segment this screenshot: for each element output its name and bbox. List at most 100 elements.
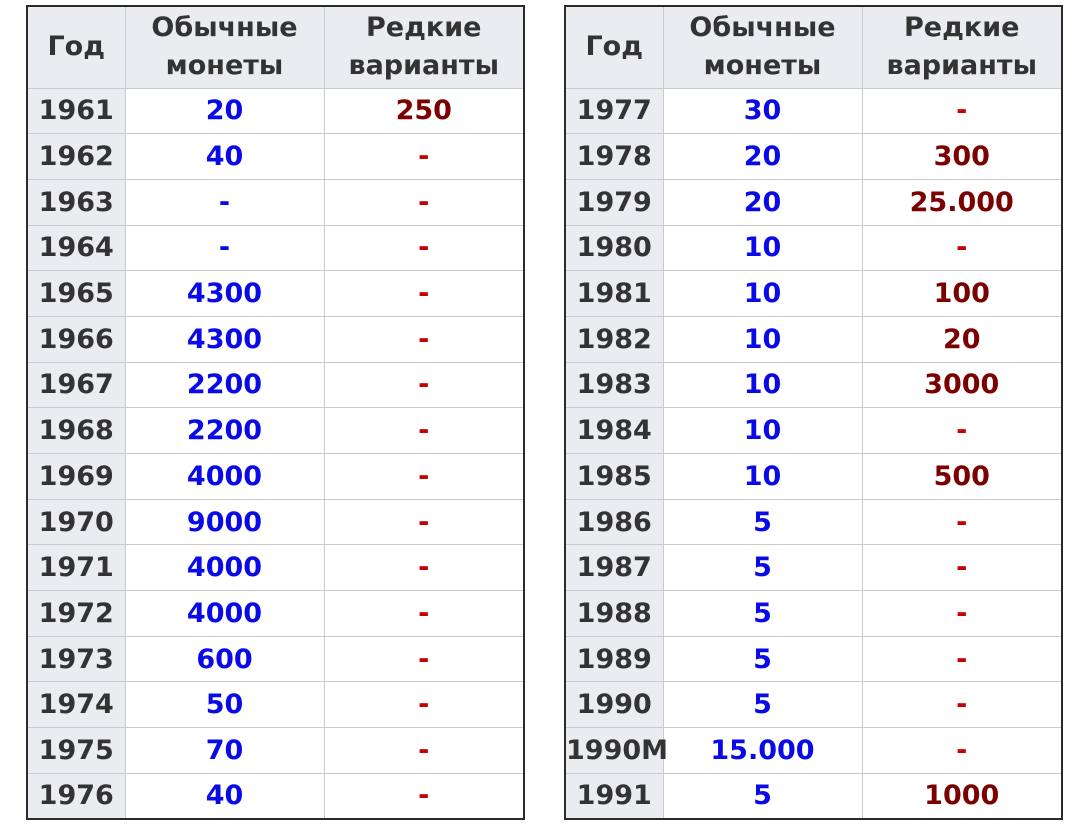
rare-variants-cell: - [323,727,525,774]
rare-variants-cell: - [323,361,525,409]
common-coins-cell: 15.000 [662,727,863,774]
common-coins-cell: 30 [662,87,863,135]
year-cell: 1972 [26,590,126,637]
rare-variants-cell: - [323,635,525,683]
rare-variants-cell: 1000 [861,772,1063,820]
rare-variants-cell: - [323,498,525,546]
table-row: 1980 10- [564,224,1063,272]
rare-variants-cell: 3000 [861,361,1063,409]
rare-variants-cell: 25.000 [861,178,1063,226]
table-row: 1977 30- [564,87,1063,135]
common-coins-cell: 4300 [124,315,325,363]
year-cell: 1991 [564,772,664,820]
rare-variants-cell: - [861,224,1063,272]
table-row: 1979 20 25.000 [564,178,1063,226]
year-cell: 1965 [26,270,126,317]
rare-variants-cell: - [861,681,1063,729]
table-row: 1988 5- [564,590,1063,637]
table-row: 1989 5- [564,635,1063,683]
year-cell: 1983 [564,361,664,409]
common-coins-cell: 40 [124,772,325,820]
year-cell: 1980 [564,224,664,272]
rare-variants-cell: - [323,772,525,820]
common-coins-cell: 5 [662,635,863,683]
rare-variants-cell: - [861,498,1063,546]
table-row: 1966 4300- [26,315,525,363]
common-coins-cell: 5 [662,498,863,546]
rare-variants-cell: - [861,407,1063,454]
rare-variants-cell: - [323,453,525,500]
common-coins-cell: 10 [662,315,863,363]
rare-variants-cell: - [861,635,1063,683]
table-row: 1984 10- [564,407,1063,454]
common-coins-cell: 5 [662,590,863,637]
rare-variants-cell: - [323,407,525,454]
table-row: 1965 4300- [26,270,525,317]
common-coins-cell: 50 [124,681,325,729]
table-row: 1971 4000- [26,544,525,592]
year-cell: 1973 [26,635,126,683]
common-coins-cell: 20 [662,133,863,180]
rare-variants-cell: - [323,544,525,592]
rare-variants-cell: - [323,315,525,363]
rare-variants-cell: - [323,224,525,272]
rare-variants-cell: - [861,727,1063,774]
table-row: 1962 40- [26,133,525,180]
year-cell: 1961 [26,87,126,135]
common-coins-cell: 4300 [124,270,325,317]
common-coins-header: Обычные монеты [662,5,863,89]
year-cell: 1964 [26,224,126,272]
rare-variants-cell: - [861,87,1063,135]
rare-variants-header: Редкие варианты [323,5,525,89]
table-row: 1967 2200- [26,361,525,409]
rare-variants-cell: - [323,270,525,317]
common-coins-cell: 5 [662,544,863,592]
year-cell: 1986 [564,498,664,546]
rare-variants-cell: - [323,133,525,180]
rare-variants-cell: - [323,178,525,226]
year-cell: 1968 [26,407,126,454]
common-coins-cell: 4000 [124,453,325,500]
year-cell: 1984 [564,407,664,454]
year-cell: 1967 [26,361,126,409]
year-cell: 1990 [564,681,664,729]
year-cell: 1989 [564,635,664,683]
table-row: 1964- - [26,224,525,272]
year-cell: 1988 [564,590,664,637]
table-row: 1981 10 100 [564,270,1063,317]
year-cell: 1971 [26,544,126,592]
common-coins-cell: 5 [662,681,863,729]
table-row: 1990 5- [564,681,1063,729]
table-row: 1974 50- [26,681,525,729]
table-row: 1983 10 3000 [564,361,1063,409]
common-coins-cell: 20 [124,87,325,135]
common-coins-cell: 10 [662,224,863,272]
rare-variants-cell: - [323,590,525,637]
table-row: 1973 600- [26,635,525,683]
common-coins-cell: 5 [662,772,863,820]
year-cell: 1969 [26,453,126,500]
common-coins-cell: 2200 [124,361,325,409]
header-row: Год Обычные монеты Редкие варианты [26,5,525,89]
year-cell: 1962 [26,133,126,180]
year-header: Год [564,5,664,89]
table-row: 1990M 15.000- [564,727,1063,774]
common-coins-cell: 10 [662,270,863,317]
common-coins-header: Обычные монеты [124,5,325,89]
year-cell: 1982 [564,315,664,363]
common-coins-cell: 4000 [124,544,325,592]
common-coins-cell: 20 [662,178,863,226]
rare-variants-cell: 500 [861,453,1063,500]
table-row: 1987 5- [564,544,1063,592]
table-row: 1961 20 250 [26,87,525,135]
year-cell: 1974 [26,681,126,729]
table-row: 1970 9000- [26,498,525,546]
rare-variants-cell: - [323,681,525,729]
common-coins-cell: - [124,224,325,272]
coin-table-left: Год Обычные монеты Редкие варианты 1961 20 2… [26,5,525,820]
rare-variants-cell: 20 [861,315,1063,363]
year-cell: 1975 [26,727,126,774]
common-coins-cell: 10 [662,407,863,454]
year-cell: 1987 [564,544,664,592]
table-row: 1978 20 300 [564,133,1063,180]
